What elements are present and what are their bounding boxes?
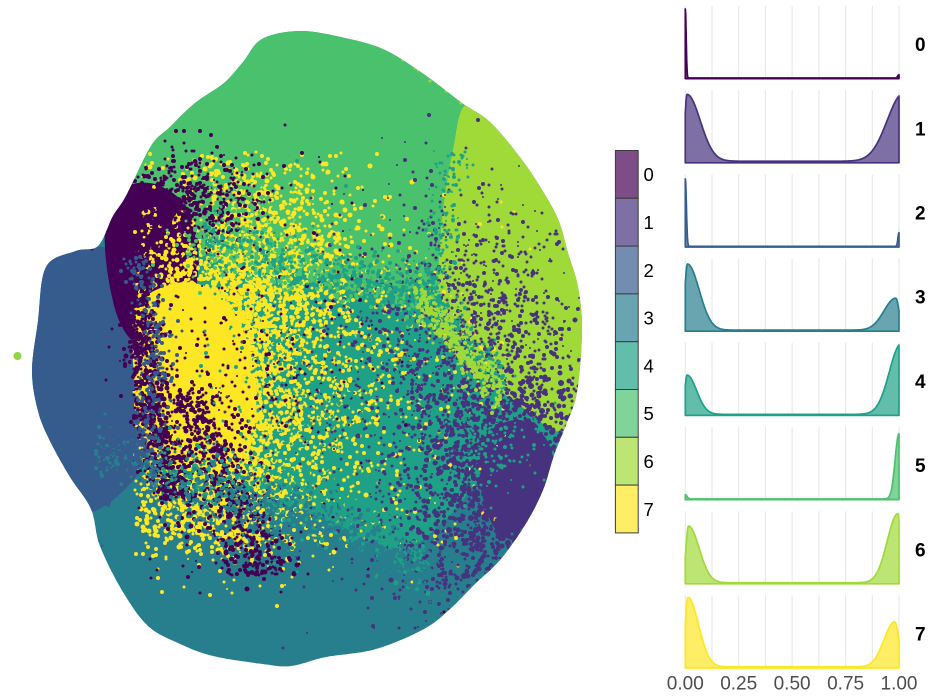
svg-text:7: 7 (915, 625, 926, 646)
svg-text:0.25: 0.25 (720, 674, 757, 695)
svg-text:2: 2 (915, 204, 926, 225)
svg-text:5: 5 (644, 403, 654, 424)
svg-text:7: 7 (644, 499, 654, 520)
svg-text:0.00: 0.00 (667, 674, 704, 695)
svg-text:0: 0 (644, 164, 654, 185)
svg-text:5: 5 (915, 456, 926, 477)
svg-text:4: 4 (644, 355, 654, 376)
svg-text:6: 6 (915, 540, 926, 561)
svg-text:4: 4 (915, 372, 926, 393)
svg-text:3: 3 (644, 308, 654, 329)
svg-text:1: 1 (915, 119, 926, 140)
svg-text:0: 0 (915, 35, 926, 56)
svg-text:6: 6 (644, 451, 654, 472)
svg-text:1: 1 (644, 212, 654, 233)
svg-text:1.00: 1.00 (881, 674, 918, 695)
svg-text:0.50: 0.50 (774, 674, 811, 695)
svg-text:0.75: 0.75 (827, 674, 864, 695)
svg-text:2: 2 (644, 260, 654, 281)
svg-text:3: 3 (915, 288, 926, 309)
